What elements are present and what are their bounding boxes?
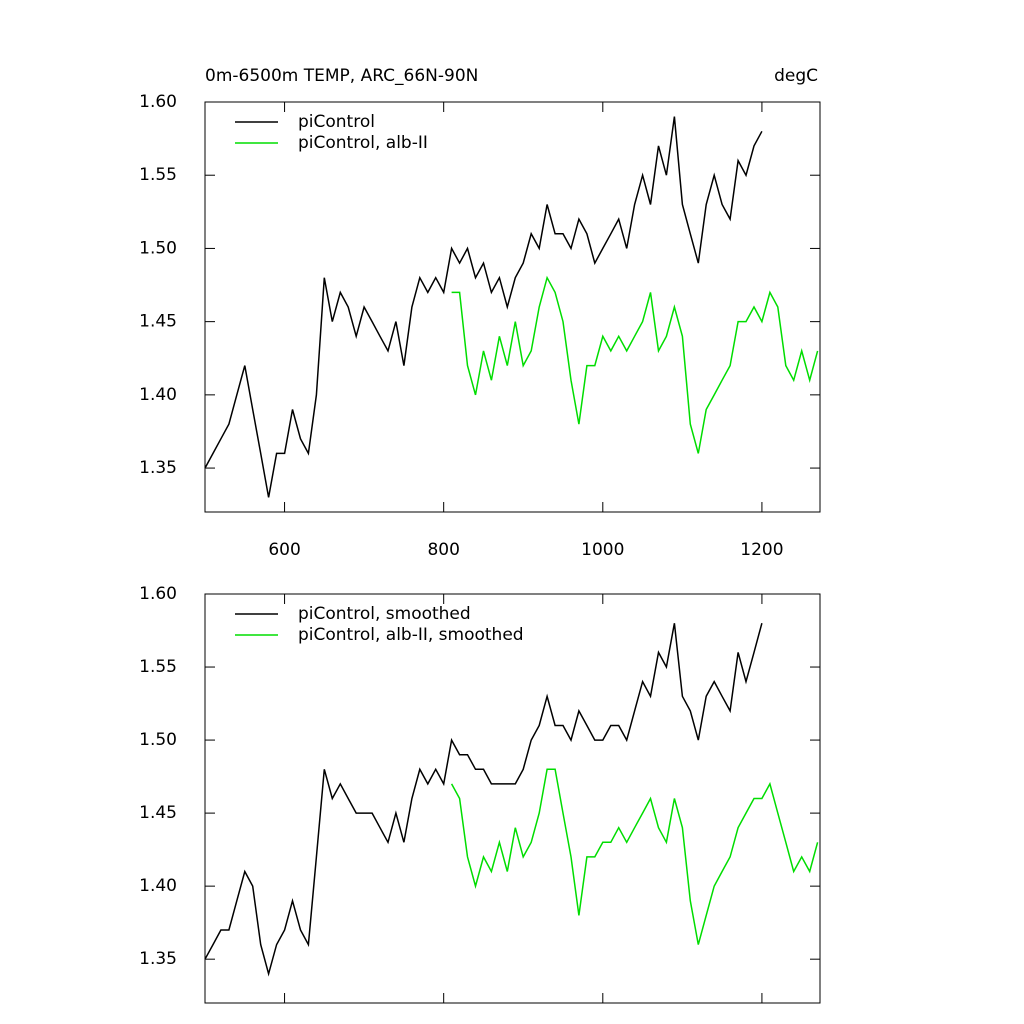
data-line <box>451 275 819 454</box>
y-tick-label: 1.55 <box>139 165 177 185</box>
y-tick-label: 1.50 <box>139 238 177 258</box>
x-tick-label: 600 <box>268 540 300 560</box>
legend-label: piControl, alb-II, smoothed <box>298 625 524 645</box>
legend-label: piControl <box>298 112 375 132</box>
legend-label: piControl, alb-II <box>298 133 428 153</box>
data-line <box>204 116 763 498</box>
x-tick-label: 1200 <box>740 540 783 560</box>
x-tick-label: 800 <box>427 540 459 560</box>
units-label: degC <box>774 66 818 86</box>
y-tick-label: 1.35 <box>139 949 177 969</box>
data-line <box>450 768 819 945</box>
y-tick-label: 1.45 <box>139 803 177 823</box>
chart-title: 0m-6500m TEMP, ARC_66N-90N <box>205 66 478 86</box>
plot-frame <box>204 101 821 513</box>
y-tick-label: 1.60 <box>139 92 177 112</box>
data-line <box>204 623 763 977</box>
y-tick-label: 1.60 <box>139 584 177 604</box>
plot-frame <box>204 593 821 1004</box>
y-tick-label: 1.35 <box>139 458 177 478</box>
y-tick-label: 1.45 <box>139 312 177 332</box>
x-tick-label: 1000 <box>581 540 624 560</box>
y-tick-label: 1.50 <box>139 730 177 750</box>
legend-label: piControl, smoothed <box>298 604 471 624</box>
y-tick-label: 1.55 <box>139 657 177 677</box>
y-tick-label: 1.40 <box>139 876 177 896</box>
y-tick-label: 1.40 <box>139 385 177 405</box>
